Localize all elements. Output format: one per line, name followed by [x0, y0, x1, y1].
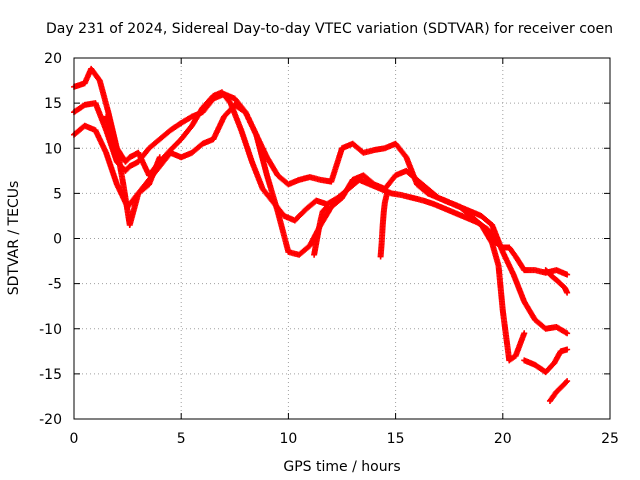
- data-point: [156, 154, 163, 161]
- series-5: [521, 346, 571, 376]
- data-point: [563, 379, 570, 386]
- y-tick-label: -5: [48, 277, 62, 293]
- series-4: [103, 113, 163, 228]
- series-7: [542, 267, 571, 296]
- data-point: [564, 346, 571, 353]
- y-tick-label: 10: [44, 141, 62, 157]
- series-9: [377, 190, 391, 260]
- y-tick-label: 5: [53, 186, 62, 202]
- series-6: [546, 378, 571, 404]
- data-point: [323, 203, 330, 210]
- series-8: [311, 203, 330, 258]
- data-point: [564, 289, 571, 296]
- data-point: [564, 378, 571, 385]
- y-tick-label: -20: [39, 412, 62, 428]
- data-point: [564, 330, 571, 337]
- data-point: [521, 330, 528, 337]
- x-axis-label: GPS time / hours: [283, 459, 400, 475]
- x-tick-label: 15: [387, 431, 405, 447]
- x-tick-label: 10: [279, 431, 297, 447]
- axis-ticks: 0 5 10 15 20 25 20 15 10 5 0 -5 -10 -15 -20: [39, 51, 619, 447]
- y-axis-label: SDTVAR / TECUs: [6, 181, 22, 296]
- y-tick-label: -15: [39, 367, 62, 383]
- y-tick-label: 15: [44, 96, 62, 112]
- data-point: [384, 190, 391, 197]
- y-tick-label: -10: [39, 322, 62, 338]
- x-tick-label: 20: [494, 431, 512, 447]
- x-tick-label: 25: [601, 431, 619, 447]
- y-tick-label: 0: [53, 232, 62, 248]
- data-point: [564, 271, 571, 278]
- series-3: [71, 101, 528, 364]
- y-tick-label: 20: [44, 51, 62, 67]
- x-tick-label: 5: [177, 431, 186, 447]
- data-point: [322, 205, 329, 212]
- x-tick-label: 0: [70, 431, 79, 447]
- data-points: [71, 65, 571, 404]
- chart-title: Day 231 of 2024, Sidereal Day-to-day VTE…: [46, 21, 613, 37]
